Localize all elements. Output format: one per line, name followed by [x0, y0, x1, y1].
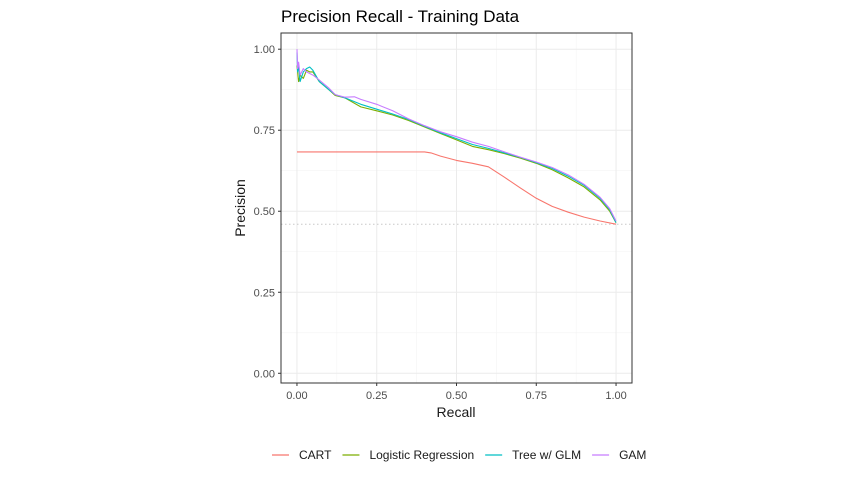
y-tick-label: 1.00 [254, 44, 275, 56]
x-axis: 0.00 0.25 0.50 0.75 1.00 [286, 383, 627, 402]
x-tick-label: 1.00 [605, 390, 626, 402]
chart-title: Precision Recall - Training Data [281, 7, 520, 26]
x-tick-label: 0.00 [286, 390, 307, 402]
y-tick-label: 0.00 [254, 368, 275, 380]
series-line-tree-w-glm [296, 52, 617, 223]
y-axis-title: Precision [232, 179, 248, 237]
x-axis-title: Recall [437, 404, 476, 420]
y-tick-label: 0.25 [254, 287, 275, 299]
legend: CART Logistic Regression Tree w/ GLM GAM [272, 448, 646, 462]
y-axis: 0.00 0.25 0.50 0.75 1.00 [254, 44, 281, 380]
series-layer [296, 49, 617, 225]
legend-label-logistic-regression: Logistic Regression [369, 448, 474, 462]
y-tick-label: 0.50 [254, 206, 275, 218]
series-line-logistic-regression [296, 65, 617, 223]
major-gridlines [281, 33, 632, 383]
legend-label-tree-w-glm: Tree w/ GLM [512, 448, 581, 462]
y-tick-label: 0.75 [254, 125, 275, 137]
legend-label-cart: CART [299, 448, 332, 462]
series-line-gam [296, 49, 617, 222]
x-tick-label: 0.50 [446, 390, 467, 402]
x-tick-label: 0.75 [526, 390, 547, 402]
x-tick-label: 0.25 [366, 390, 387, 402]
series-line-cart [297, 151, 617, 225]
legend-label-gam: GAM [619, 448, 646, 462]
